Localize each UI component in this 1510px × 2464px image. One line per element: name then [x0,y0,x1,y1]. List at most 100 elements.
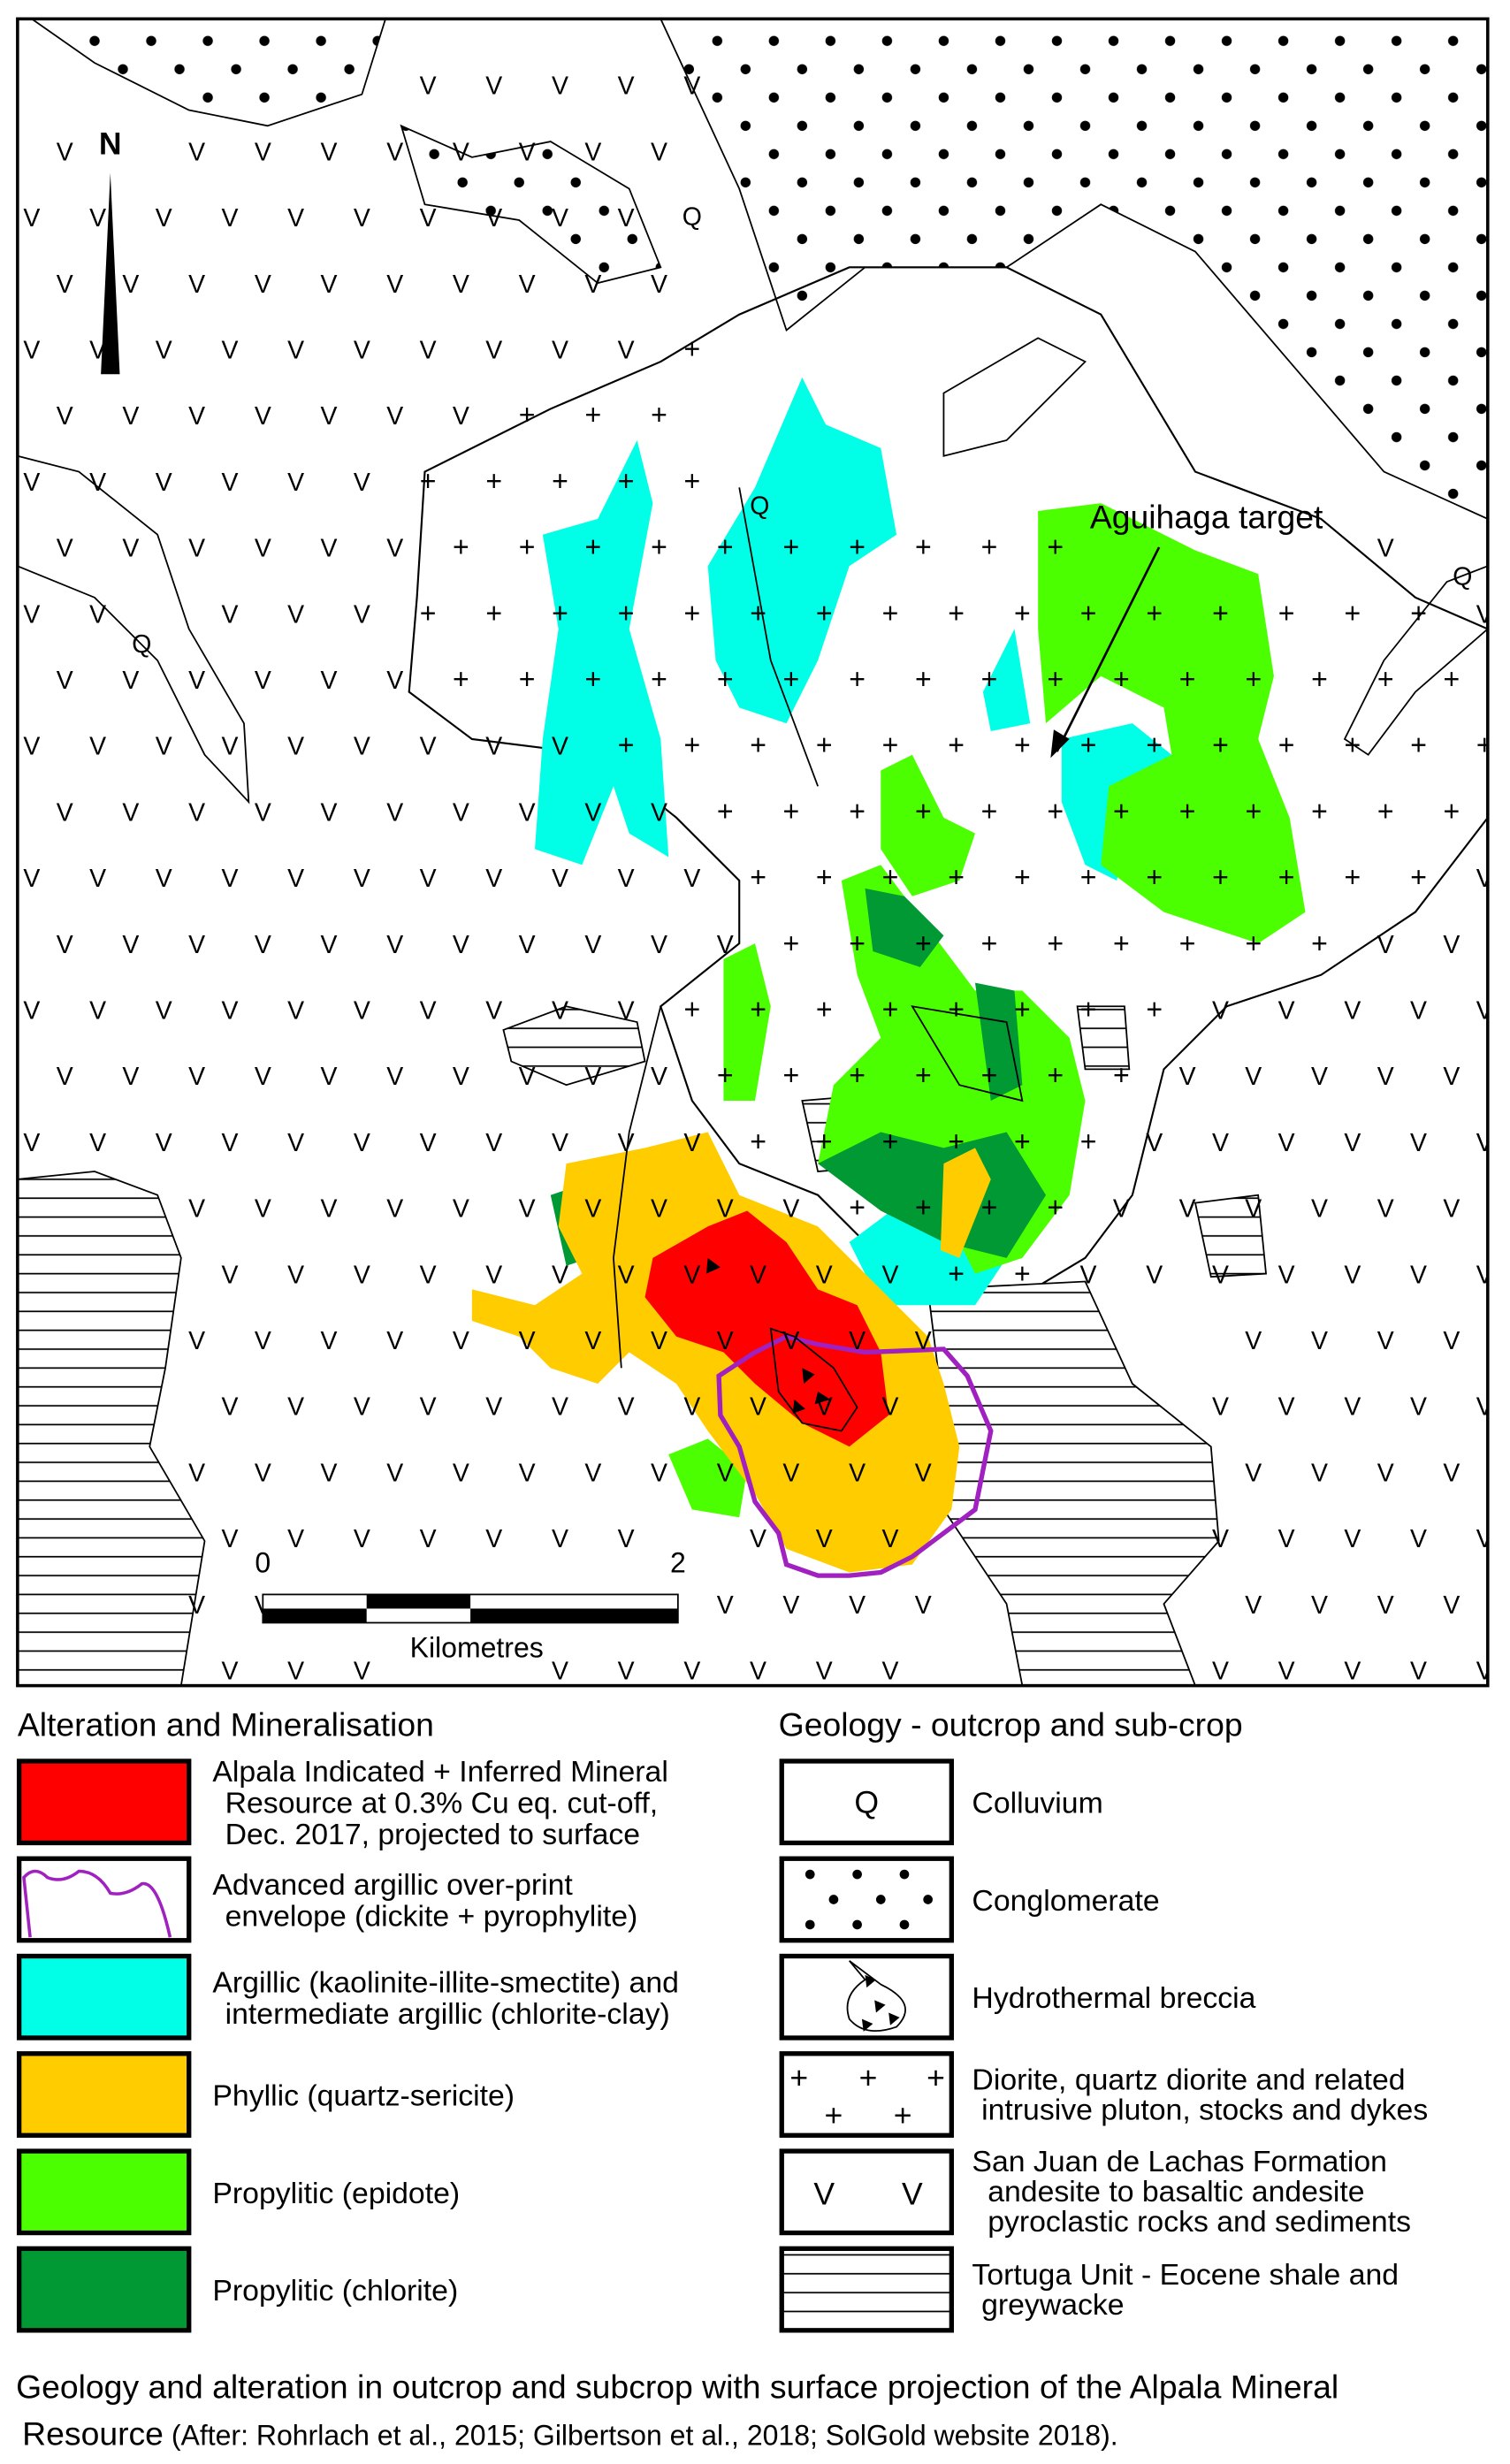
volcanic-symbol: V [618,72,635,101]
volcanic-symbol: V [584,1327,601,1355]
intrusive-symbol: + [948,861,965,893]
legend-label: Colluvium [972,1787,1102,1820]
scale-unit-label: Kilometres [410,1632,544,1664]
volcanic-symbol: V [552,72,568,101]
volcanic-symbol: V [221,1393,238,1422]
alteration-legend-item: Argillic (kaolinite-illite-smectite) and… [16,1953,679,2041]
volcanic-symbol: V [453,402,469,431]
volcanic-symbol: V [122,931,139,959]
alteration-legend-title: Alteration and Mineralisation [18,1706,434,1743]
intrusive-symbol: + [849,663,866,695]
conglomerate-unit [400,19,1488,520]
volcanic-symbol: V [354,1261,370,1289]
volcanic-symbol: V [717,1459,734,1487]
volcanic-symbol: V [485,1393,502,1422]
legend-swatch [16,1758,192,1846]
intrusive-symbol: + [816,994,833,1026]
volcanic-symbol: V [915,1591,932,1620]
geology-legend: Q Colluvium Conglomerate Hydrothermal brecc… [779,1758,1428,2333]
volcanic-symbol: V [485,1129,502,1157]
volcanic-symbol: V [354,469,370,497]
propylitic-epidote-alteration [1038,503,1306,944]
intrusive-symbol: + [1212,597,1229,629]
alteration-legend-item: Propylitic (epidote) [16,2148,460,2236]
volcanic-symbol: V [1278,997,1295,1026]
volcanic-symbol: V [89,997,106,1026]
volcanic-symbol: V [1245,1195,1262,1224]
legend-label: Phyllic (quartz-sericite) [212,2079,515,2112]
intrusive-symbol: + [948,729,965,761]
intrusive-symbol: + [816,861,833,893]
volcanic-symbol: V [717,1327,734,1355]
volcanic-symbol: V [386,138,403,166]
volcanic-symbol: V [1278,1129,1295,1157]
volcanic-symbol: V [1344,1525,1361,1553]
intrusive-symbol: + [453,663,469,695]
legend-label: Diorite, quartz diorite and related [972,2064,1405,2097]
intrusive-symbol: + [618,465,635,497]
intrusive-symbol: + [981,1059,998,1091]
volcanic-symbol: V [1311,1195,1328,1224]
volcanic-symbol: V [1377,1195,1394,1224]
volcanic-symbol: V [321,798,338,827]
intrusive-symbol: + [1212,861,1229,893]
volcanic-symbol: V [122,798,139,827]
intrusive-symbol: + [981,795,998,827]
volcanic-symbol: V [321,1195,338,1224]
volcanic-symbol: V [57,667,73,695]
intrusive-symbol: + [684,994,701,1026]
volcanic-symbol: V [651,798,667,827]
volcanic-symbol: V [1179,1063,1196,1091]
volcanic-symbol: V [651,138,667,166]
volcanic-symbol: V [122,271,139,299]
intrusive-symbol: + [1113,1059,1130,1091]
volcanic-symbol: V [1212,1129,1229,1157]
volcanic-symbol: V [485,337,502,365]
volcanic-symbol: V [188,535,205,563]
conglomerate-unit [30,19,386,127]
volcanic-symbol: V [881,1261,898,1289]
volcanic-symbol: V [519,138,536,166]
volcanic-symbol: V [485,865,502,893]
volcanic-symbol: V [1410,997,1427,1026]
caption-line-1: Geology and alteration in outcrop and su… [16,2368,1338,2405]
geology-legend-item: + + + + + Diorite, quartz diorite and related… [779,2051,1428,2138]
volcanic-symbol: V [552,1393,568,1422]
legend-swatch [779,1758,954,1846]
volcanic-symbol: V [584,1063,601,1091]
volcanic-symbol: V [386,1327,403,1355]
intrusive-symbol: + [552,597,568,629]
volcanic-symbol: V [354,865,370,893]
volcanic-symbol: V [453,798,469,827]
volcanic-symbol: V [485,733,502,761]
legend-swatch [16,1953,192,2041]
volcanic-symbol: V [354,997,370,1026]
volcanic-symbol: V [89,865,106,893]
volcanic-symbol: V [1476,997,1493,1026]
target-label: Aguihaga target [1090,499,1323,536]
volcanic-symbol: V [881,1657,898,1685]
intrusive-symbol: + [1444,795,1460,827]
volcanic-symbol: V [386,667,403,695]
intrusive-symbol: + [948,1257,965,1289]
intrusive-symbol: + [816,597,833,629]
colluvium-symbol: Q [683,202,702,231]
legend-label: Resource at 0.3% Cu eq. cut-off, [225,1787,658,1820]
volcanic-symbol: V [321,1327,338,1355]
volcanic-symbol: V [386,402,403,431]
volcanic-symbol: V [1311,1063,1328,1091]
volcanic-symbol: V [1344,1261,1361,1289]
volcanic-symbol: V [750,1393,766,1422]
intrusive-swatch-symbol: + [927,2060,945,2095]
intrusive-symbol: + [1146,994,1163,1026]
volcanic-symbol: V [255,402,271,431]
volcanic-symbol: V [552,1261,568,1289]
volcanic-symbol: V [1410,1129,1427,1157]
intrusive-symbol: + [783,927,800,959]
volcanic-symbol: V [485,1525,502,1553]
breccia-fragments [705,1257,831,1414]
legend-label: Propylitic (chlorite) [212,2274,458,2308]
volcanic-symbol: V [156,997,172,1026]
volcanic-symbol: V [354,733,370,761]
